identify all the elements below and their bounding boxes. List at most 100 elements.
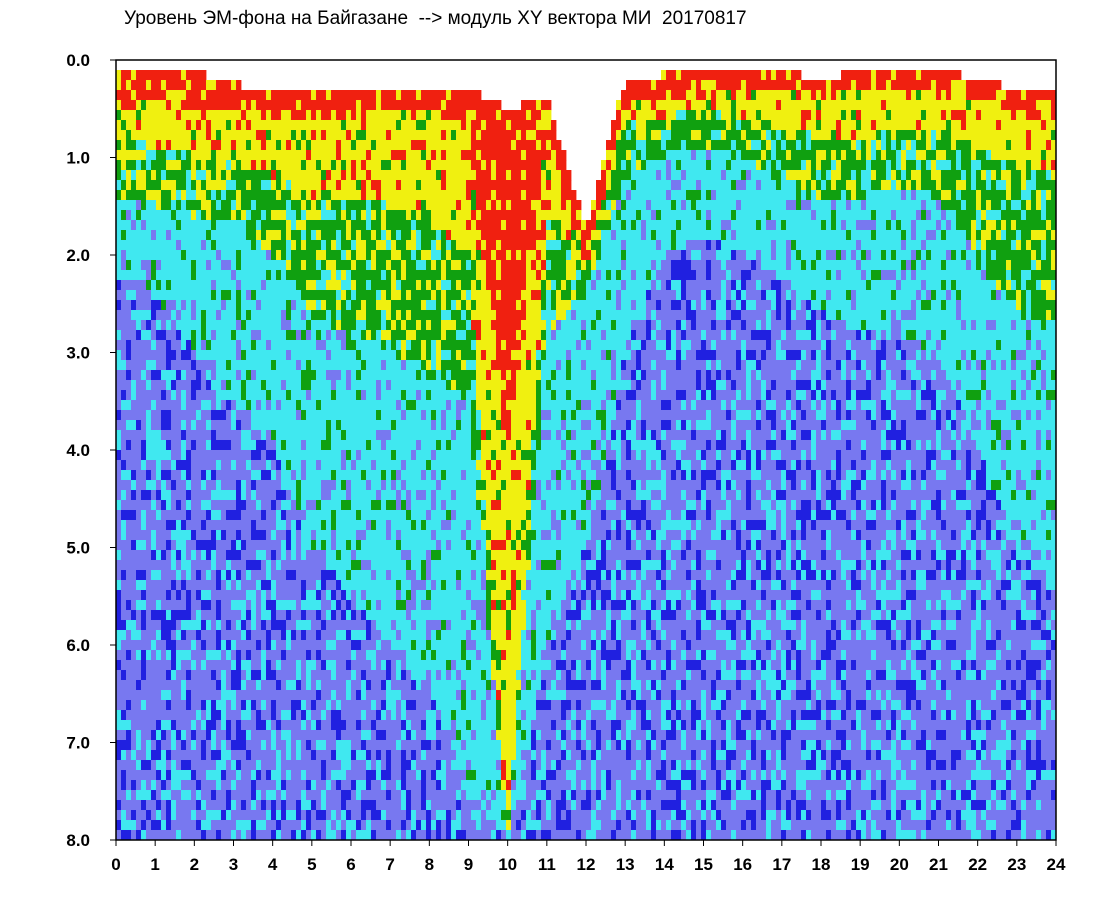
heat-cell	[401, 530, 407, 541]
heat-cell	[311, 130, 317, 141]
heat-cell	[201, 170, 207, 181]
heat-cell	[301, 340, 307, 351]
heat-cell	[396, 600, 402, 611]
heat-cell	[321, 420, 327, 431]
heat-cell	[411, 790, 417, 801]
heat-cell	[131, 760, 137, 771]
heat-cell	[236, 110, 242, 121]
heat-cell	[176, 100, 182, 111]
heat-cell	[256, 90, 262, 101]
heat-cell	[171, 420, 177, 431]
heat-cell	[421, 240, 427, 251]
heat-cell	[176, 350, 182, 361]
heat-cell	[421, 820, 427, 831]
heat-cell	[346, 330, 352, 341]
heat-cell	[201, 760, 207, 771]
heat-cell	[126, 660, 132, 671]
heat-cell	[371, 550, 377, 561]
heat-cell	[126, 70, 132, 81]
heat-cell	[271, 640, 277, 651]
heat-cell	[196, 570, 202, 581]
heat-cell	[381, 290, 387, 301]
heat-cell	[256, 410, 262, 421]
heat-cell	[176, 500, 182, 511]
heat-cell	[291, 760, 297, 771]
heat-cell	[256, 100, 262, 111]
heat-cell	[271, 560, 277, 571]
heat-cell	[361, 650, 367, 661]
heat-cell	[261, 660, 267, 671]
heat-cell	[321, 680, 327, 691]
heat-cell	[281, 510, 287, 521]
heat-cell	[151, 830, 157, 841]
heat-cell	[351, 520, 357, 531]
heat-cell	[171, 790, 177, 801]
heat-cell	[366, 620, 372, 631]
heat-cell	[141, 700, 147, 711]
heat-cell	[181, 780, 187, 791]
heat-cell	[401, 270, 407, 281]
heat-cell	[206, 620, 212, 631]
heat-cell	[341, 750, 347, 761]
heat-cell	[151, 670, 157, 681]
heat-cell	[256, 500, 262, 511]
heat-cell	[301, 230, 307, 241]
heat-cell	[206, 700, 212, 711]
heat-cell	[171, 530, 177, 541]
heat-cell	[391, 180, 397, 191]
heat-cell	[226, 610, 232, 621]
heat-cell	[266, 610, 272, 621]
heat-cell	[391, 610, 397, 621]
heat-cell	[311, 350, 317, 361]
heat-cell	[421, 440, 427, 451]
heat-cell	[146, 590, 152, 601]
heat-cell	[406, 780, 412, 791]
heat-cell	[411, 430, 417, 441]
heat-cell	[336, 740, 342, 751]
heat-cell	[256, 290, 262, 301]
heat-cell	[286, 500, 292, 511]
heat-cell	[396, 490, 402, 501]
heat-cell	[231, 410, 237, 421]
heat-cell	[286, 310, 292, 321]
heat-cell	[161, 800, 167, 811]
heat-cell	[436, 560, 442, 571]
heat-cell	[191, 590, 197, 601]
heat-cell	[221, 90, 227, 101]
heat-cell	[286, 810, 292, 821]
heat-cell	[141, 490, 147, 501]
heat-cell	[151, 90, 157, 101]
heat-cell	[226, 360, 232, 371]
heat-cell	[426, 410, 432, 421]
heat-cell	[266, 500, 272, 511]
heat-cell	[431, 330, 437, 341]
heat-cell	[196, 130, 202, 141]
heat-cell	[341, 730, 347, 741]
heat-cell	[311, 720, 317, 731]
heat-cell	[131, 100, 137, 111]
heat-cell	[131, 430, 137, 441]
heat-cell	[241, 800, 247, 811]
heat-cell	[421, 160, 427, 171]
heat-cell	[396, 660, 402, 671]
heat-cell	[246, 780, 252, 791]
heat-cell	[266, 540, 272, 551]
heat-cell	[166, 730, 172, 741]
heat-cell	[311, 300, 317, 311]
heat-cell	[196, 560, 202, 571]
heat-cell	[366, 330, 372, 341]
heat-cell	[261, 370, 267, 381]
heat-cell	[426, 670, 432, 681]
heat-cell	[416, 670, 422, 681]
heat-cell	[276, 380, 282, 391]
heat-cell	[346, 190, 352, 201]
heat-cell	[306, 450, 312, 461]
heat-cell	[316, 760, 322, 771]
heat-cell	[306, 160, 312, 171]
heat-cell	[281, 830, 287, 841]
heat-cell	[351, 730, 357, 741]
heat-cell	[136, 380, 142, 391]
heat-cell	[406, 420, 412, 431]
heat-cell	[291, 710, 297, 721]
heat-cell	[156, 280, 162, 291]
